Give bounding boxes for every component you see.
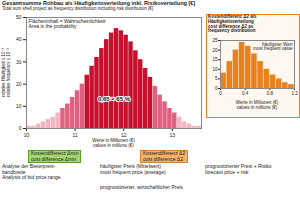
html-text:Analyse der Bieterpreis- bandb: Analyse der Bieterpreis- bandbreite Anal… — [2, 163, 61, 180]
svg-text:11: 11 — [73, 132, 78, 138]
svg-text:10: 10 — [24, 132, 30, 138]
svg-text:5: 5 — [215, 76, 218, 81]
svg-text:0: 0 — [215, 86, 218, 91]
html-text:Kostendifferenz Δmin cost diff: Kostendifferenz Δmin cost difference Δmi… — [31, 150, 79, 162]
svg-text:13: 13 — [170, 132, 176, 138]
html-text:prognostizierter, wirtschaftli: prognostizierter, wirtschaftlicher Preis — [100, 184, 183, 190]
svg-text:40: 40 — [16, 36, 22, 42]
svg-text:0: 0 — [219, 91, 222, 96]
html-text:Total sum shell project as fre: Total sum shell project as frequency dis… — [2, 6, 154, 11]
html-text:relative Häufigkeit x 10⁻³ rel: relative Häufigkeit x 10⁻³ relative freq… — [1, 48, 11, 97]
svg-text:0.4: 0.4 — [242, 91, 249, 96]
html-text:prognostizierter Preis + Risik: prognostizierter Preis + Risiko forecast… — [205, 163, 272, 175]
svg-text:50: 50 — [16, 14, 22, 20]
svg-text:10: 10 — [212, 67, 218, 72]
svg-text:20: 20 — [212, 48, 218, 53]
svg-text:0.8: 0.8 — [267, 91, 274, 96]
svg-text:30: 30 — [16, 59, 22, 65]
svg-text:25: 25 — [212, 38, 218, 43]
html-text:Gesamtsumme Rohbau als Häufigk: Gesamtsumme Rohbau als Häufigkeitsvertei… — [2, 0, 196, 6]
svg-text:15: 15 — [212, 57, 218, 62]
svg-text:1.2: 1.2 — [291, 91, 298, 96]
html-text:Kostendifferenz Δ2 als Häufigk: Kostendifferenz Δ2 als Häufigkeitsvertei… — [208, 14, 257, 34]
svg-text:20: 20 — [16, 81, 22, 87]
svg-text:häufigster Wertmost frequent v: häufigster Wertmost frequent value — [253, 42, 293, 52]
html-text:Werte in Millionen (€) values: Werte in Millionen (€) values in million… — [235, 100, 279, 110]
svg-text:0: 0 — [19, 125, 22, 131]
html-text:Werte in Millionen (€) values: Werte in Millionen (€) values in million… — [92, 138, 135, 148]
svg-text:0,65 ≈ 65 %: 0,65 ≈ 65 % — [98, 96, 131, 102]
html-text:häufigster Preis (Mittelwert): häufigster Preis (Mittelwert) most frequ… — [100, 163, 166, 175]
html-text:Kostendifferenz Δ2 cost differ: Kostendifferenz Δ2 cost difference Δ2 — [143, 150, 186, 162]
svg-text:Flächeninhalt = Wahrscheinlich: Flächeninhalt = WahrscheinlichkeitArea i… — [29, 18, 107, 29]
svg-text:10: 10 — [16, 103, 22, 109]
svg-text:12: 12 — [121, 132, 127, 138]
